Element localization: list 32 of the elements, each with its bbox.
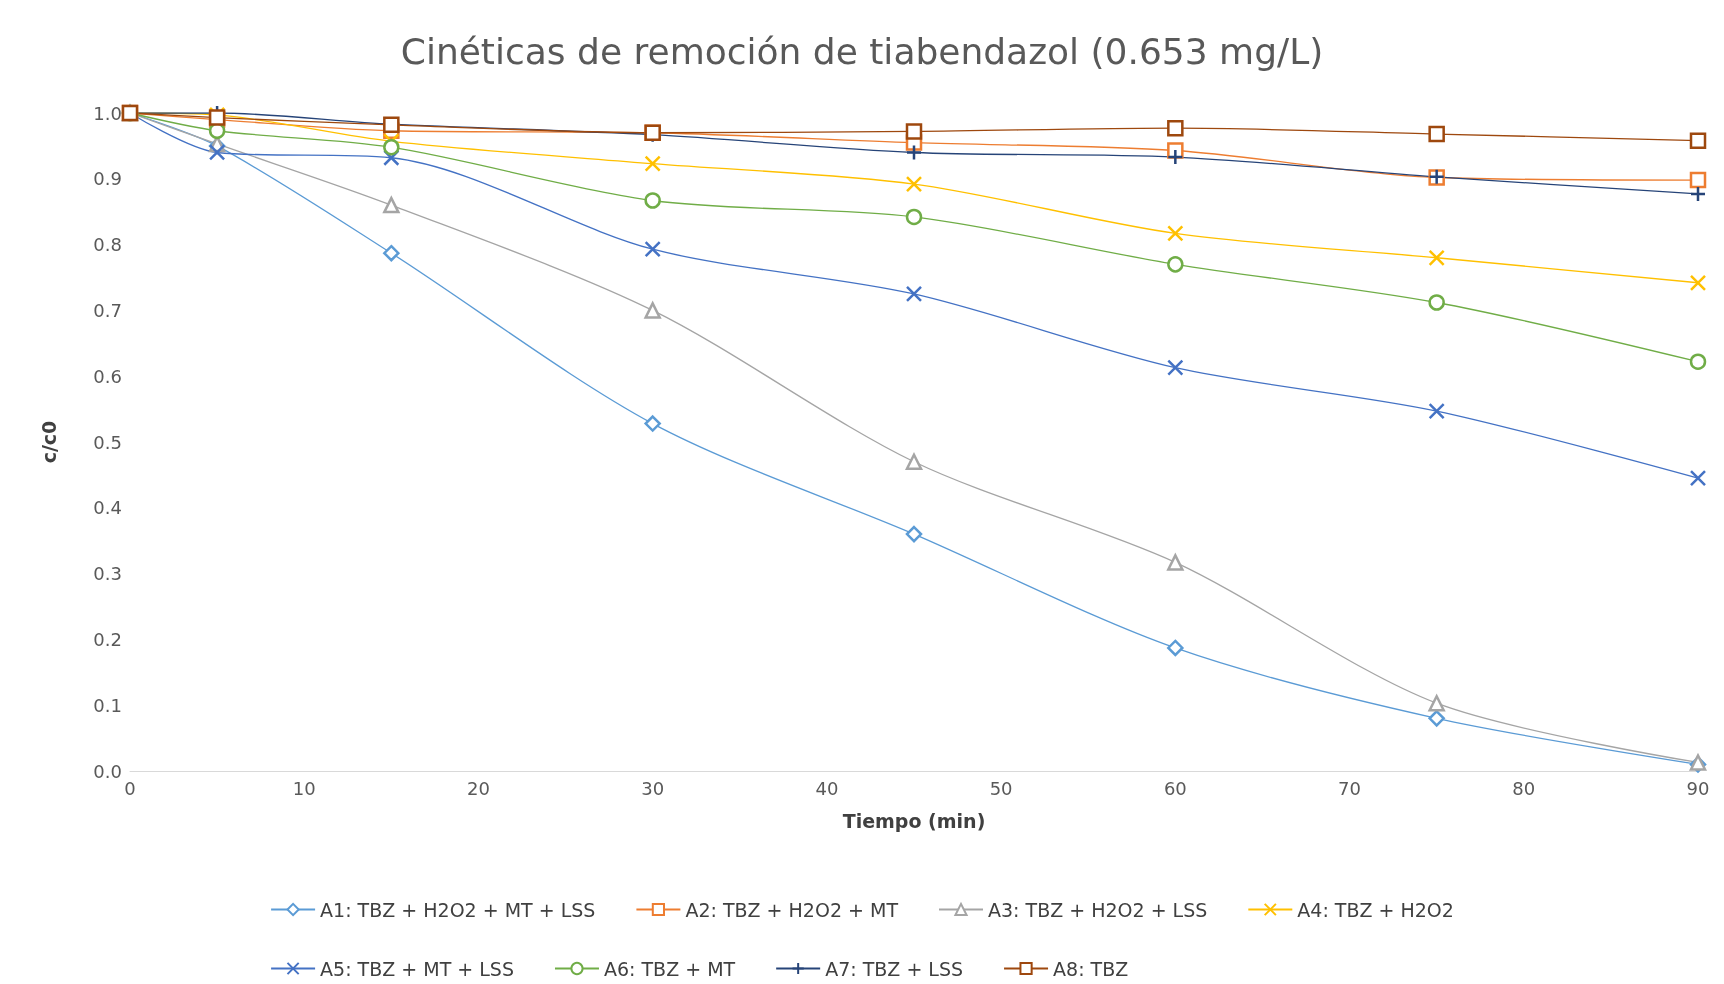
y-tick-label: 0.7 xyxy=(93,299,122,321)
chart-title: Cinéticas de remoción de tiabendazol (0.653 mg/L) xyxy=(400,30,1324,72)
y-tick-label: 0.4 xyxy=(93,497,122,519)
x-tick-label: 0 xyxy=(124,777,136,799)
legend-label: A8: TBZ xyxy=(1053,957,1129,980)
legend-label: A3: TBZ + H2O2 + LSS xyxy=(988,898,1208,921)
y-tick-label: 0.5 xyxy=(93,431,122,453)
x-axis-title: Tiempo (min) xyxy=(842,809,986,832)
legend-label: A4: TBZ + H2O2 xyxy=(1297,898,1454,921)
x-tick-label: 70 xyxy=(1338,777,1362,799)
y-tick-label: 0.2 xyxy=(93,628,122,650)
legend-label: A6: TBZ + MT xyxy=(603,957,736,980)
y-tick-label: 0.1 xyxy=(93,694,122,716)
x-tick-label: 60 xyxy=(1163,777,1187,799)
legend-label: A2: TBZ + H2O2 + MT xyxy=(685,898,899,921)
y-tick-label: 0.9 xyxy=(93,168,122,190)
y-tick-label: 0.8 xyxy=(93,234,122,256)
x-tick-label: 50 xyxy=(989,777,1013,799)
x-tick-label: 30 xyxy=(641,777,665,799)
x-tick-label: 40 xyxy=(815,777,839,799)
x-tick-label: 20 xyxy=(466,777,490,799)
y-axis-title: c/c0 xyxy=(37,420,60,464)
y-tick-label: 0.0 xyxy=(93,760,122,782)
legend-label: A7: TBZ + LSS xyxy=(825,957,964,980)
x-tick-label: 90 xyxy=(1686,777,1710,799)
x-tick-label: 10 xyxy=(292,777,316,799)
y-tick-label: 0.3 xyxy=(93,563,122,585)
x-tick-label: 80 xyxy=(1512,777,1536,799)
y-tick-label: 1.0 xyxy=(93,102,122,124)
y-tick-label: 0.6 xyxy=(93,365,122,387)
legend-label: A1: TBZ + H2O2 + MT + LSS xyxy=(320,898,596,921)
legend-label: A5: TBZ + MT + LSS xyxy=(320,957,514,980)
